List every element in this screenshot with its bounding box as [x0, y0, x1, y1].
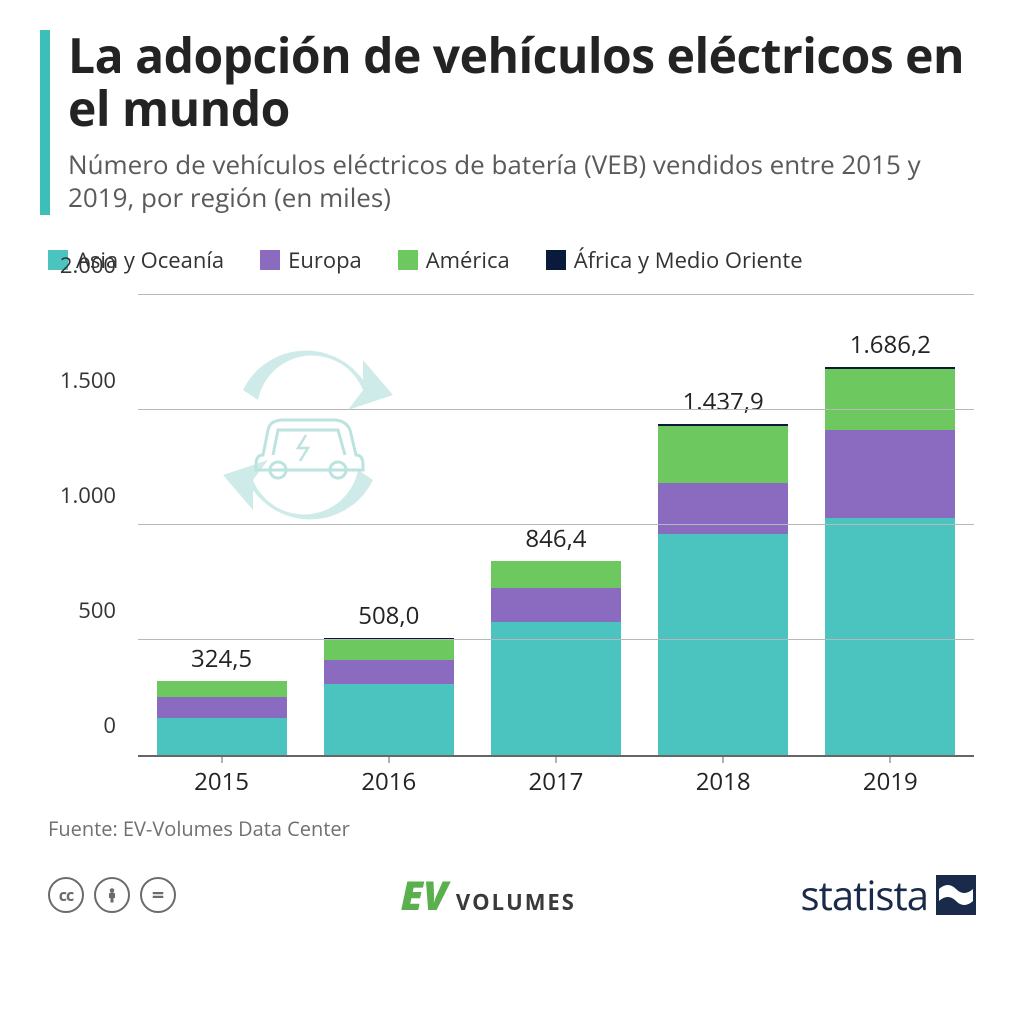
bar-group: 1.437,9	[658, 385, 788, 755]
statista-logo: statista	[801, 867, 976, 922]
y-tick-label: 1.000	[60, 480, 116, 510]
legend-label: África y Medio Oriente	[574, 245, 803, 275]
legend-swatch	[546, 250, 566, 270]
legend: Asia y OceaníaEuropaAméricaÁfrica y Medi…	[40, 245, 984, 275]
ev-recycle-icon	[188, 335, 428, 535]
cc-by-icon	[94, 877, 130, 913]
bar-total-label: 846,4	[525, 522, 586, 555]
bar-stack	[157, 681, 287, 756]
bar-stack	[324, 638, 454, 755]
legend-swatch	[260, 250, 280, 270]
bar-segment-asia	[658, 534, 788, 755]
source-text: Fuente: EV-Volumes Data Center	[40, 815, 984, 842]
y-tick-label: 2.000	[60, 250, 116, 280]
legend-swatch	[398, 250, 418, 270]
bar-segment-asia	[324, 684, 454, 755]
bar-total-label: 1.686,2	[850, 328, 931, 361]
x-tick-label: 2015	[157, 757, 287, 795]
y-tick-label: 500	[78, 595, 116, 625]
bar-stack	[658, 424, 788, 755]
legend-item: América	[398, 245, 510, 275]
y-tick-label: 0	[103, 710, 116, 740]
bar-segment-asia	[157, 718, 287, 755]
bar-total-label: 324,5	[191, 642, 252, 675]
x-axis: 2015 2016 2017 2018 2019	[138, 755, 974, 795]
bar-group: 1.686,2	[825, 328, 955, 755]
footer: cc EV VOLUMES statista	[40, 842, 984, 922]
cc-license-icons: cc	[48, 877, 176, 913]
bar-total-label: 1.437,9	[683, 385, 764, 418]
legend-label: América	[426, 245, 510, 275]
y-axis: 05001.0001.5002.000	[48, 295, 128, 755]
ev-volumes-logo: EV VOLUMES	[401, 867, 576, 922]
plot-area: 324,5 508,0 846,4 1.437,9 1.686,2	[138, 295, 974, 755]
bar-segment-europa	[324, 660, 454, 684]
legend-label: Europa	[288, 245, 362, 275]
cc-icon: cc	[48, 877, 84, 913]
bar-segment-america	[825, 369, 955, 430]
bar-stack	[491, 561, 621, 756]
bar-segment-europa	[157, 697, 287, 719]
statista-text: statista	[801, 867, 928, 922]
ev-logo-subtext: VOLUMES	[456, 887, 576, 917]
gridline	[138, 294, 974, 295]
bar-segment-america	[491, 561, 621, 588]
bar-segment-america	[658, 426, 788, 483]
bar-group: 324,5	[157, 642, 287, 756]
bar-total-label: 508,0	[358, 599, 419, 632]
bar-segment-america	[157, 681, 287, 696]
bar-group: 508,0	[324, 599, 454, 755]
chart-title: La adopción de vehículos eléctricos en e…	[68, 30, 984, 136]
bar-segment-europa	[658, 483, 788, 535]
legend-item: África y Medio Oriente	[546, 245, 803, 275]
chart-subtitle: Número de vehículos eléctricos de baterí…	[68, 148, 984, 216]
y-tick-label: 1.500	[60, 365, 116, 395]
x-tick-label: 2019	[825, 757, 955, 795]
bar-segment-europa	[491, 588, 621, 621]
bar-stack	[825, 367, 955, 755]
bar-segment-asia	[825, 518, 955, 755]
bar-segment-america	[324, 639, 454, 660]
x-tick-label: 2018	[658, 757, 788, 795]
cc-nd-icon	[140, 877, 176, 913]
legend-item: Europa	[260, 245, 362, 275]
x-tick-label: 2016	[324, 757, 454, 795]
bar-segment-asia	[491, 622, 621, 755]
gridline	[138, 639, 974, 640]
ev-logo-text: EV	[401, 867, 448, 922]
chart: 05001.0001.5002.000 324,5508,0846,41.437…	[48, 295, 984, 795]
statista-wave-icon	[936, 875, 976, 915]
title-block: La adopción de vehículos eléctricos en e…	[40, 30, 984, 215]
x-tick-label: 2017	[491, 757, 621, 795]
bar-segment-europa	[825, 430, 955, 519]
